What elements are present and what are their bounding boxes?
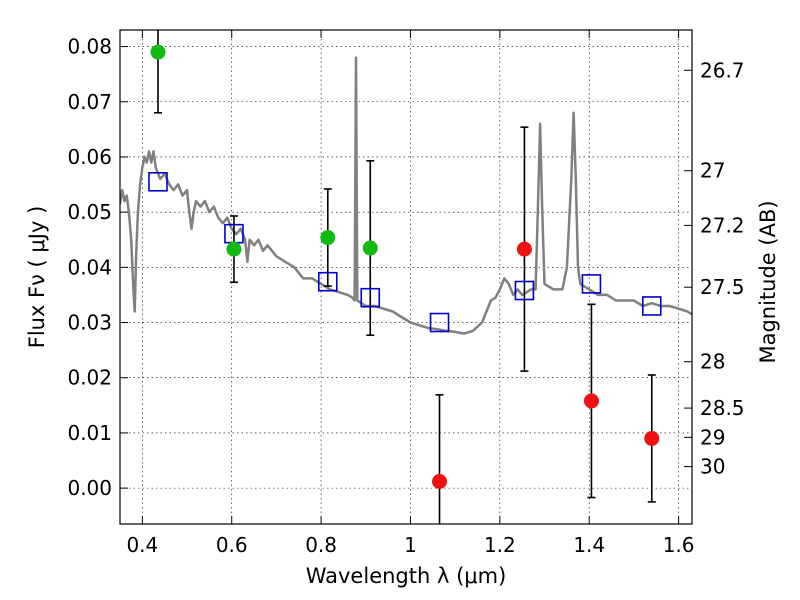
- y2-tick-label: 28: [700, 350, 725, 374]
- model-photometry-square: [514, 280, 535, 301]
- observed-point-green: [362, 240, 378, 256]
- y2-axis-title: Magnitude (AB): [756, 200, 780, 363]
- grid: [120, 30, 692, 524]
- y2-tick-label: 27: [700, 159, 725, 183]
- y2-tick-label: 27.2: [700, 213, 745, 237]
- model-photometry-square: [148, 171, 168, 192]
- observed-point-green: [150, 44, 166, 60]
- points-layer: [148, 44, 662, 489]
- model-photometry-square: [360, 287, 381, 308]
- observed-point-red: [583, 393, 599, 409]
- x-axis-title: Wavelength λ (μm): [306, 564, 507, 588]
- observed-point-green: [320, 230, 336, 246]
- y2-tick-label: 29: [700, 425, 725, 449]
- model-photometry-square: [641, 296, 662, 316]
- y-tick-label: 0.02: [67, 366, 112, 390]
- observed-point-red: [432, 473, 448, 489]
- x-tick-label: 0.6: [216, 533, 248, 557]
- ticks-layer: 0.4 0.6 0.8 1 1.2 1.4 1.6 0.00 0.01 0.02 0.03 0.04 0…: [67, 30, 745, 557]
- model-photometry-square: [429, 312, 450, 333]
- x-tick-label: 1.4: [573, 533, 605, 557]
- observed-point-red: [516, 241, 532, 257]
- y-tick-label: 0.01: [67, 421, 112, 445]
- y2-tick-label: 27.5: [700, 275, 745, 299]
- y2-tick-label: 30: [700, 455, 725, 479]
- model-photometry-square: [581, 274, 602, 294]
- y-tick-label: 0.04: [67, 255, 112, 279]
- y-tick-label: 0.08: [67, 35, 112, 59]
- y-tick-label: 0.06: [67, 145, 112, 169]
- sed-model-curve: [120, 56, 692, 335]
- model-photometry-square: [317, 271, 338, 292]
- observed-point-green: [226, 241, 242, 257]
- y2-tick-label: 26.7: [700, 58, 745, 82]
- x-tick-label: 0.8: [305, 533, 337, 557]
- sed-curve-layer: [120, 56, 692, 335]
- observed-point-red: [644, 430, 660, 446]
- plot-frame: [119, 29, 693, 525]
- y-axis-title: Flux Fν ( μJy ): [25, 206, 49, 349]
- x-tick-label: 1.2: [484, 533, 516, 557]
- y-tick-label: 0.00: [67, 476, 112, 500]
- y-tick-label: 0.07: [67, 90, 112, 114]
- x-tick-label: 0.4: [126, 533, 158, 557]
- x-tick-label: 1: [404, 533, 417, 557]
- x-tick-label: 1.6: [663, 533, 695, 557]
- y2-tick-label: 28.5: [700, 396, 745, 420]
- y-tick-label: 0.03: [67, 311, 112, 335]
- y-tick-label: 0.05: [67, 200, 112, 224]
